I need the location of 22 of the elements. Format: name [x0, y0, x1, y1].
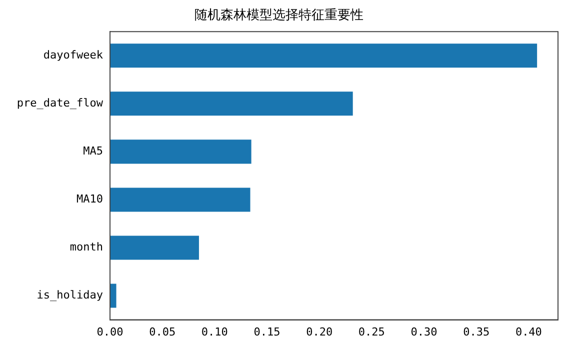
x-tick-label: 0.05 — [149, 325, 176, 338]
x-tick-label: 0.10 — [201, 325, 228, 338]
x-tick-label: 0.25 — [358, 325, 385, 338]
chart-title: 随机森林模型选择特征重要性 — [194, 8, 364, 24]
y-tick-label: MA10 — [76, 192, 103, 206]
y-tick-label: month — [70, 240, 103, 254]
x-tick-label: 0.00 — [96, 325, 124, 338]
bar — [110, 236, 199, 260]
y-tick-label: MA5 — [83, 144, 103, 158]
bar — [110, 284, 116, 308]
bar — [110, 188, 250, 212]
bar — [110, 92, 353, 116]
y-tick-label: is_holiday — [36, 288, 104, 302]
x-tick-label: 0.15 — [254, 325, 280, 338]
x-tick-label: 0.35 — [463, 325, 490, 338]
x-tick-label: 0.20 — [306, 325, 333, 338]
x-tick-label: 0.40 — [515, 325, 542, 338]
bar — [110, 140, 252, 164]
y-tick-label: pre_date_flow — [16, 96, 104, 110]
bar — [110, 44, 538, 68]
x-tick-label: 0.30 — [410, 325, 438, 338]
y-tick-label: dayofweek — [43, 48, 104, 62]
